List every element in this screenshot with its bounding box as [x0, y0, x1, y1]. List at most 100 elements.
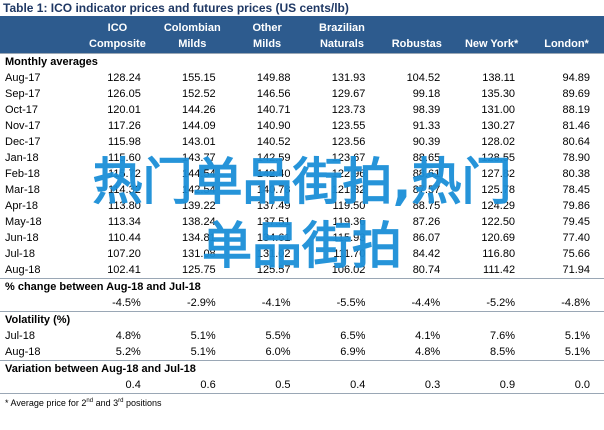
cell-value: 131.02 [256, 248, 291, 260]
cell-value: 4.1% [415, 330, 441, 342]
cell-value: 140.52 [256, 136, 291, 148]
cell-value: 123.56 [331, 136, 366, 148]
cell-value: 0.3 [424, 379, 441, 391]
cell-value: 123.73 [331, 104, 366, 116]
cell-value: 81.46 [562, 120, 590, 132]
cell-value: 124.29 [481, 200, 516, 212]
cell-value: 130.27 [481, 120, 516, 132]
header-row: ICO Composite Colombian Milds Other Milds Braz… [0, 16, 604, 54]
cell-value: 143.77 [182, 152, 216, 164]
cell-value: 120.01 [107, 104, 141, 116]
data-row: Dec-17 115.98 143.01 140.52 123.56 90.39 128.0… [0, 134, 604, 150]
cell-value: 114.32 [108, 184, 141, 196]
data-row: Mar-18 114.32 142.54 140.78 121.32 87.57 125.7… [0, 182, 604, 198]
row-label: Apr-18 [5, 200, 39, 212]
footnote-text: and 3 [93, 398, 119, 408]
data-row: Aug-17 128.24 155.15 149.88 131.93 104.52 138.… [0, 70, 604, 86]
row-label: Nov-17 [5, 120, 41, 132]
row-label: Sep-17 [5, 88, 41, 100]
cell-value: -5.5% [336, 297, 366, 309]
column-header: Robustas [379, 16, 455, 54]
cell-value: 128.24 [107, 72, 141, 84]
footnote-sup: rd [118, 398, 124, 404]
cell-value: 79.86 [562, 200, 590, 212]
cell-value: 87.57 [412, 184, 441, 196]
header-line: Naturals [319, 38, 364, 50]
row-label: Feb-18 [5, 168, 40, 180]
data-row: May-18 113.34 138.24 137.51 119.36 87.26 122.5… [0, 214, 604, 230]
data-row: Sep-17 126.05 152.52 146.56 129.67 99.18 135.3… [0, 86, 604, 102]
cell-value: 134.61 [256, 232, 291, 244]
cell-value: 144.54 [182, 168, 216, 180]
data-row: Jan-18 115.60 143.77 142.59 123.67 88.65 128.5… [0, 150, 604, 166]
cell-value: 75.66 [562, 248, 590, 260]
column-header: Brazilian Naturals [304, 16, 380, 54]
column-header: ICO Composite [80, 16, 155, 54]
row-label: Jan-18 [5, 152, 39, 164]
row-label [0, 295, 80, 312]
cell-value: 131.00 [481, 104, 516, 116]
column-header: Other Milds [229, 16, 305, 54]
section-row: Variation between Aug-18 and Jul-18 [0, 360, 604, 377]
cell-value: 86.07 [412, 232, 441, 244]
cell-value: 79.45 [562, 216, 590, 228]
data-row: Nov-17 117.26 144.09 140.90 123.55 91.33 130.2… [0, 118, 604, 134]
cell-value: 6.0% [265, 346, 291, 358]
cell-value: 98.39 [412, 104, 441, 116]
cell-value: 135.30 [481, 88, 516, 100]
cell-value: 131.93 [331, 72, 366, 84]
row-label: Oct-17 [5, 104, 39, 116]
header-corner [0, 16, 80, 54]
cell-value: 117.26 [108, 120, 141, 132]
column-header: Colombian Milds [154, 16, 230, 54]
row-label: Jun-18 [5, 232, 39, 244]
cell-value: 146.56 [256, 88, 291, 100]
cell-value: 0.4 [350, 379, 366, 391]
section-row: Monthly averages [0, 53, 604, 70]
section-row: % change between Aug-18 and Jul-18 [0, 278, 604, 295]
header-line: Robustas [391, 38, 442, 50]
cell-value: 5.1% [190, 330, 216, 342]
cell-value: 140.90 [256, 120, 291, 132]
cell-value: 0.4 [125, 379, 141, 391]
cell-value: 111.42 [483, 264, 516, 276]
data-row: Jun-18 110.44 134.81 134.61 115.93 86.07 120.6… [0, 230, 604, 246]
row-label [0, 377, 80, 393]
cell-value: 143.01 [182, 136, 216, 148]
cell-value: 106.02 [331, 264, 366, 276]
cell-value: 144.09 [182, 120, 216, 132]
cell-value: 80.38 [562, 168, 590, 180]
cell-value: 104.52 [406, 72, 441, 84]
cell-value: 115.60 [108, 152, 141, 164]
footnote: * Average price for 2nd and 3rd position… [0, 393, 604, 408]
cell-value: 8.5% [489, 346, 516, 358]
cell-value: 115.72 [108, 168, 141, 180]
cell-value: 131.08 [182, 248, 216, 260]
cell-value: 134.81 [182, 232, 216, 244]
header-line: ICO [107, 22, 128, 34]
footnote-sup: nd [86, 398, 94, 404]
data-row: Feb-18 115.72 144.54 142.40 122.96 88.61 127.8… [0, 166, 604, 182]
cell-value: 88.65 [412, 152, 441, 164]
cell-value: 88.61 [412, 168, 441, 180]
cell-value: 142.59 [256, 152, 291, 164]
cell-value: 152.52 [182, 88, 216, 100]
cell-value: 142.40 [256, 168, 291, 180]
cell-value: 137.49 [256, 200, 291, 212]
header-line: Colombian [163, 22, 221, 34]
cell-value: 128.02 [481, 136, 516, 148]
header-line: Other [252, 22, 282, 34]
cell-value: 122.50 [481, 216, 516, 228]
cell-value: 113.80 [108, 200, 141, 212]
section-title: % change between Aug-18 and Jul-18 [0, 278, 604, 295]
data-row: Aug-18 102.41 125.75 125.57 106.02 80.74 111.4… [0, 262, 604, 279]
cell-value: 80.64 [562, 136, 590, 148]
cell-value: -4.5% [112, 297, 141, 309]
cell-value: 119.50 [332, 200, 366, 212]
cell-value: 115.98 [108, 136, 141, 148]
header-line: London* [544, 38, 589, 50]
cell-value: 142.54 [182, 184, 216, 196]
cell-value: 144.26 [182, 104, 216, 116]
cell-value: 89.69 [562, 88, 590, 100]
row-label: Jul-18 [5, 330, 35, 342]
